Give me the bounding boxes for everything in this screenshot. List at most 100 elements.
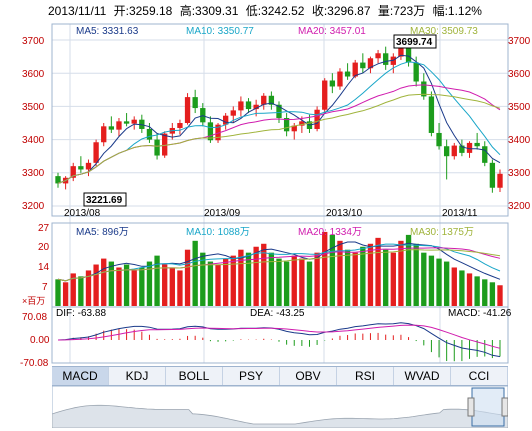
volume-bar xyxy=(215,264,221,306)
legend-ma30: MA30: 3509.73 xyxy=(410,26,478,37)
vol-legend-ma20: MA20: 1334万 xyxy=(298,227,362,238)
time-navigator[interactable] xyxy=(52,386,508,428)
vol-legend-ma10: MA10: 1088万 xyxy=(186,227,250,238)
low-label: 3221.69 xyxy=(86,195,123,206)
candle-body xyxy=(184,97,191,123)
candlestick-series[interactable] xyxy=(55,40,503,193)
volume-bar xyxy=(139,267,145,306)
volume-bar xyxy=(85,270,92,306)
candle-body xyxy=(459,145,465,153)
candle-body xyxy=(55,176,61,184)
volume-bar xyxy=(169,267,175,306)
low-label-box xyxy=(83,192,127,207)
x-tick-label: 2013/08 xyxy=(64,208,101,219)
volume-bar xyxy=(207,261,214,306)
candle-body xyxy=(299,121,305,126)
tab-rsi[interactable]: RSI xyxy=(337,367,394,385)
tab-boll[interactable]: BOLL xyxy=(166,367,223,385)
quote-date: 2013/11/11 xyxy=(48,4,107,18)
tab-wvad[interactable]: WVAD xyxy=(394,367,451,385)
candle-body xyxy=(268,95,275,105)
volume-bar xyxy=(405,234,412,306)
candle-body xyxy=(276,104,282,119)
legend-ma5: MA5: 3331.63 xyxy=(76,26,139,37)
price-tick: 3200 xyxy=(508,201,531,212)
navigator-left-handle[interactable] xyxy=(467,397,475,417)
quote-volume: 量:723万 xyxy=(377,4,426,18)
macd-value-label: MACD: -41.26 xyxy=(448,308,512,319)
navigator-selection-window[interactable] xyxy=(471,387,505,427)
quote-open: 开:3259.18 xyxy=(113,4,173,18)
x-tick-label: 2013/11 xyxy=(442,208,478,219)
vol-tick: 20 xyxy=(38,242,50,253)
volume-bar xyxy=(162,264,168,306)
volume-bars[interactable] xyxy=(55,231,503,306)
candle-body xyxy=(421,81,427,97)
candle-body xyxy=(482,146,488,163)
candle-body xyxy=(177,123,183,128)
candle-body xyxy=(352,62,358,77)
candle-body xyxy=(108,126,115,130)
volume-bar xyxy=(299,258,305,306)
candle-body xyxy=(261,95,267,105)
candle-body xyxy=(329,80,336,87)
candle-body xyxy=(93,142,99,163)
volume-bar xyxy=(222,258,229,306)
candle-body xyxy=(162,133,168,156)
volume-bar xyxy=(62,282,69,306)
volume-bar xyxy=(413,243,419,306)
volume-bar xyxy=(108,261,115,306)
ma10-line xyxy=(57,61,501,184)
dif-line xyxy=(57,322,501,358)
volume-bar xyxy=(443,261,450,306)
candle-body xyxy=(375,53,381,59)
tab-kdj[interactable]: KDJ xyxy=(109,367,166,385)
volume-bar xyxy=(253,246,259,306)
tab-obv[interactable]: OBV xyxy=(280,367,337,385)
price-tick: 3600 xyxy=(508,69,531,80)
navigator-right-handle[interactable] xyxy=(501,397,508,417)
price-axis-left: 3700 3600 3500 3400 3300 3200 xyxy=(22,36,45,212)
candle-body xyxy=(398,43,404,57)
volume-bar xyxy=(436,258,442,306)
candle-body xyxy=(131,119,137,124)
price-tick: 3300 xyxy=(22,168,45,179)
tab-macd[interactable]: MACD xyxy=(52,367,109,385)
candle-body xyxy=(222,115,229,125)
price-tick: 3200 xyxy=(22,201,45,212)
volume-bar xyxy=(497,285,503,306)
tab-psy[interactable]: PSY xyxy=(223,367,280,385)
tab-cci[interactable]: CCI xyxy=(451,367,508,385)
volume-bar xyxy=(184,249,191,306)
volume-bar xyxy=(466,273,473,306)
navigator-history-area xyxy=(52,404,508,428)
volume-bar xyxy=(482,279,488,306)
quote-header: 2013/11/11 开:3259.18 高:3309.31 低:3242.52… xyxy=(0,0,532,22)
candle-body xyxy=(78,166,84,170)
price-tick: 3300 xyxy=(508,168,531,179)
candle-body xyxy=(413,62,419,82)
candle-body xyxy=(428,96,435,133)
moving-average-lines xyxy=(57,54,501,184)
macd-tick: -70.08 xyxy=(20,358,49,369)
vol-tick: 14 xyxy=(38,262,50,273)
volume-bar xyxy=(474,276,480,306)
vol-ma10-line xyxy=(57,243,501,282)
volume-bar xyxy=(78,276,84,306)
candle-body xyxy=(215,124,221,141)
volume-bar xyxy=(337,240,343,306)
volume-bar xyxy=(70,273,76,306)
volume-bar xyxy=(329,234,336,306)
candle-body xyxy=(497,173,503,188)
candle-body xyxy=(253,104,259,110)
volume-bar xyxy=(268,252,275,306)
volume-bar xyxy=(367,243,374,306)
volume-bar xyxy=(146,261,153,306)
volume-bar xyxy=(291,255,297,306)
price-tick: 3400 xyxy=(22,135,45,146)
candle-body xyxy=(101,126,107,143)
volume-bar xyxy=(360,246,366,306)
candle-body xyxy=(192,97,198,109)
macd-dea-label: DEA: -43.25 xyxy=(250,308,305,319)
